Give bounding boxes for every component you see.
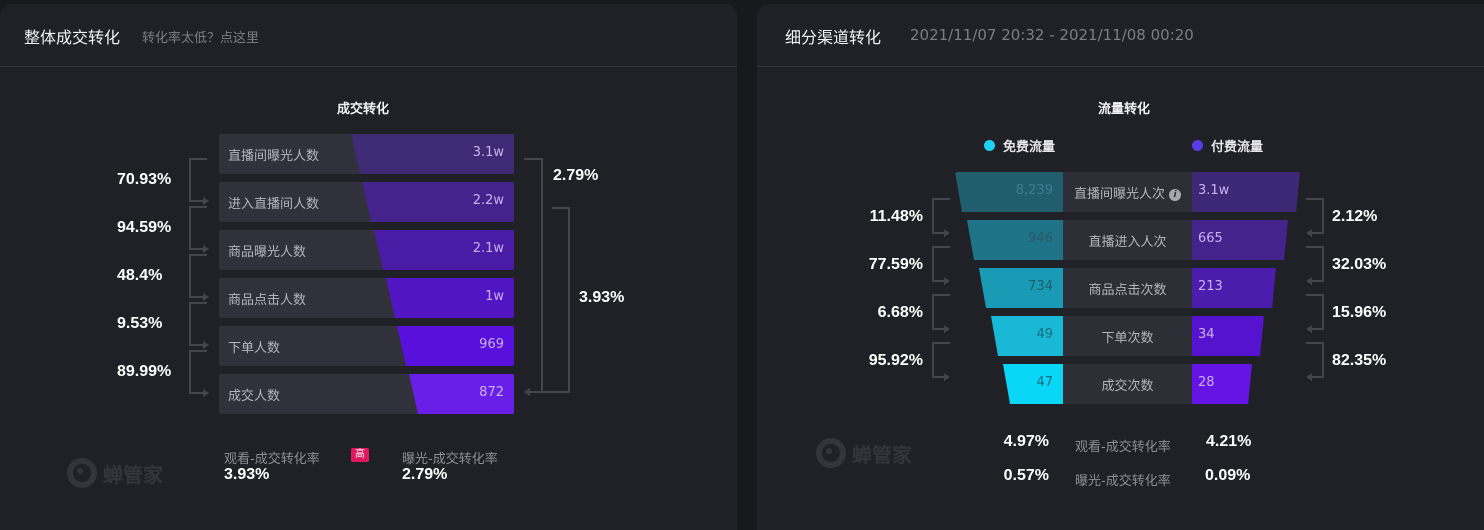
logo-icon (816, 438, 846, 468)
funnel-fill (409, 374, 514, 414)
overall-rate: 2.79% (553, 167, 599, 184)
step-label-cell: 直播间曝光人次 i (1063, 172, 1192, 212)
free-segment: 49 (991, 316, 1063, 356)
summary-value: 2.79% (402, 466, 448, 483)
arrow-right-icon (203, 245, 209, 253)
step-label-cell: 成交次数 (1063, 364, 1192, 404)
legend-dot-icon (984, 140, 995, 151)
summary-label: 观看-成交转化率 (224, 452, 320, 467)
free-summary-value: 0.57% (1003, 467, 1049, 484)
watermark-logo: 蝉管家 (816, 438, 912, 468)
funnel-step: 直播间曝光人数 3.1w (219, 134, 514, 174)
step-label-cell: 商品点击次数 (1063, 268, 1192, 308)
paid-step-rate: 32.03% (1332, 256, 1387, 273)
logo-icon (67, 458, 97, 488)
summary-value: 3.93% (224, 466, 270, 483)
step-value: 2.1w (472, 241, 504, 256)
channel-conversion-panel: 细分渠道转化 2021/11/07 20:32 - 2021/11/08 00:… (757, 4, 1484, 530)
arrow-right-icon (944, 229, 950, 237)
funnel-fill (374, 230, 514, 270)
legend-item-free[interactable]: 免费流量 (984, 136, 1055, 155)
legend-dot-icon (1192, 140, 1203, 151)
free-segment: 47 (1003, 364, 1063, 404)
overall-rate: 3.93% (579, 289, 625, 306)
step-label: 商品点击人数 (228, 293, 307, 308)
step-rate: 9.53% (117, 315, 163, 332)
panel-title: 细分渠道转化 (785, 28, 882, 47)
step-value: 2.2w (472, 193, 504, 208)
step-label-cell: 直播进入人次 (1063, 220, 1192, 260)
free-step-rate: 95.92% (868, 352, 923, 369)
arrow-left-icon (1306, 325, 1312, 333)
arrow-right-icon (203, 197, 209, 205)
funnel-step: 商品点击人数 1w (219, 278, 514, 318)
paid-summary-value: 4.21% (1206, 433, 1252, 450)
arrow-left-icon (1306, 277, 1312, 285)
arrow-right-icon (203, 341, 209, 349)
step-label-cell: 下单次数 (1063, 316, 1192, 356)
info-icon[interactable]: i (1169, 189, 1181, 201)
low-conversion-help-link[interactable]: 转化率太低？点这里 (142, 31, 260, 46)
free-segment: 734 (979, 268, 1063, 308)
arrow-right-icon (203, 293, 209, 301)
step-value: 1w (485, 289, 504, 304)
arrow-left-icon (524, 388, 530, 396)
arrow-right-icon (944, 277, 950, 285)
panel-header: 细分渠道转化 2021/11/07 20:32 - 2021/11/08 00:… (757, 4, 1484, 67)
paid-segment: 213 (1192, 268, 1276, 308)
step-label: 下单人数 (228, 341, 281, 356)
arrow-right-icon (944, 373, 950, 381)
chart-title: 流量转化 (1098, 102, 1151, 117)
step-rate: 48.4% (117, 267, 163, 284)
step-label: 成交人数 (228, 389, 281, 404)
step-label: 直播间曝光人数 (228, 149, 320, 164)
step-value: 969 (479, 337, 504, 352)
summary-label: 观看-成交转化率 (1075, 440, 1171, 455)
panel-header: 整体成交转化 转化率太低？点这里 (0, 4, 737, 67)
free-step-rate: 11.48% (869, 208, 923, 225)
arrow-right-icon (203, 389, 209, 397)
paid-step-rate: 2.12% (1332, 208, 1378, 225)
funnel-fill (397, 326, 514, 366)
funnel-step: 下单人数 969 (219, 326, 514, 366)
step-rate: 94.59% (117, 219, 172, 236)
arrow-left-icon (1306, 373, 1312, 381)
funnel-step: 进入直播间人数 2.2w (219, 182, 514, 222)
paid-segment: 665 (1192, 220, 1288, 260)
step-value: 872 (479, 385, 504, 400)
paid-segment: 3.1w (1192, 172, 1300, 212)
paid-step-rate: 82.35% (1332, 352, 1387, 369)
high-badge: 高 (351, 448, 369, 462)
free-segment: 946 (967, 220, 1063, 260)
summary-label: 曝光-成交转化率 (402, 452, 498, 467)
step-value: 3.1w (472, 145, 504, 160)
step-label: 进入直播间人数 (228, 197, 320, 212)
paid-step-rate: 15.96% (1332, 304, 1387, 321)
funnel-fill (362, 182, 514, 222)
step-rate: 89.99% (117, 363, 172, 380)
arrow-left-icon (1306, 229, 1312, 237)
arrow-right-icon (944, 325, 950, 333)
summary-label: 曝光-成交转化率 (1075, 474, 1171, 489)
paid-summary-value: 0.09% (1205, 467, 1251, 484)
legend-item-paid[interactable]: 付费流量 (1192, 136, 1263, 155)
paid-segment: 28 (1192, 364, 1252, 404)
funnel-step: 成交人数 872 (219, 374, 514, 414)
watermark-logo: 蝉管家 (67, 458, 163, 488)
chart-title: 成交转化 (337, 102, 390, 117)
step-rate: 70.93% (117, 171, 172, 188)
paid-segment: 34 (1192, 316, 1264, 356)
panel-title: 整体成交转化 (24, 28, 121, 47)
free-summary-value: 4.97% (1003, 433, 1049, 450)
step-label: 商品曝光人数 (228, 245, 307, 260)
funnel-step: 商品曝光人数 2.1w (219, 230, 514, 270)
free-segment: 8,239 (955, 172, 1063, 212)
free-step-rate: 6.68% (877, 304, 923, 321)
funnel-fill (386, 278, 514, 318)
free-step-rate: 77.59% (868, 256, 923, 273)
date-range: 2021/11/07 20:32 - 2021/11/08 00:20 (910, 26, 1194, 44)
funnel-fill (351, 134, 514, 174)
